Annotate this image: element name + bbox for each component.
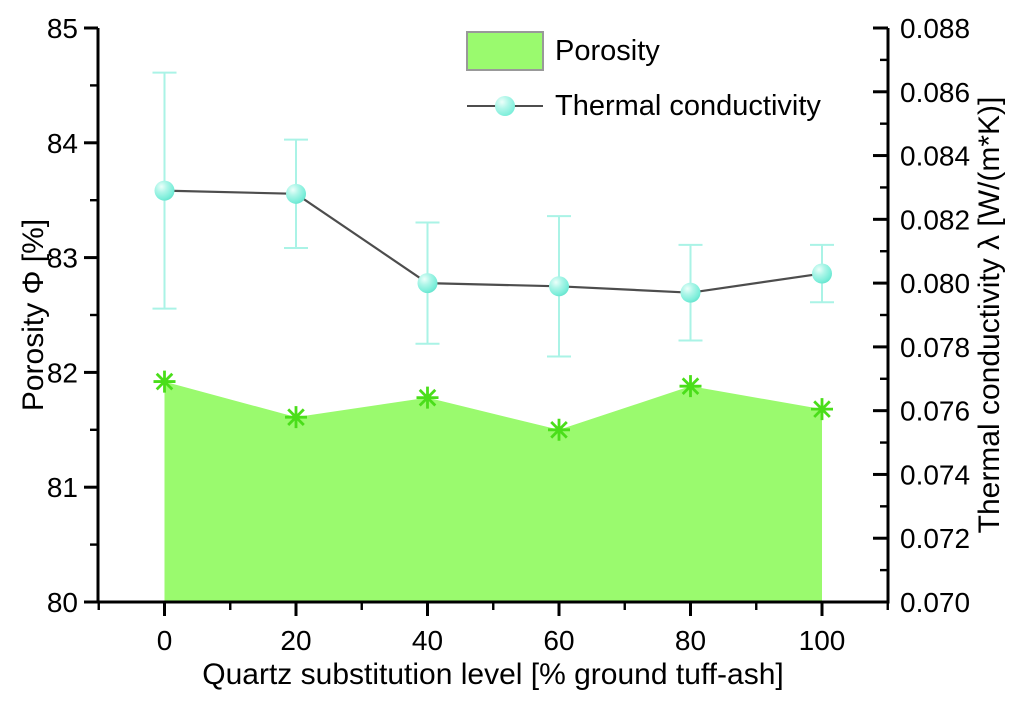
thermal-line-sphere-icon bbox=[465, 85, 545, 127]
thermal-sphere-marker bbox=[680, 282, 701, 303]
x-axis-tick-label: 80 bbox=[675, 625, 706, 656]
legend-label-porosity: Porosity bbox=[555, 34, 660, 67]
legend-item-porosity: Porosity bbox=[465, 30, 821, 72]
thermal-sphere-marker bbox=[549, 276, 569, 297]
porosity-asterisk-marker bbox=[416, 386, 439, 409]
right-axis-tick-label: 0.086 bbox=[900, 77, 970, 108]
right-axis-tick-label: 0.070 bbox=[900, 587, 970, 618]
porosity-area bbox=[164, 381, 822, 602]
right-axis-tick-label: 0.088 bbox=[900, 13, 970, 44]
right-axis-tick-label: 0.080 bbox=[900, 268, 970, 299]
right-axis-tick-label: 0.082 bbox=[900, 204, 970, 235]
left-axis-tick-label: 85 bbox=[47, 13, 78, 44]
x-axis-tick-label: 20 bbox=[280, 625, 311, 656]
left-axis-tick-label: 83 bbox=[47, 243, 78, 274]
porosity-asterisk-marker bbox=[679, 375, 702, 398]
x-axis-tick-label: 60 bbox=[543, 625, 574, 656]
thermal-sphere-marker bbox=[417, 273, 438, 294]
right-axis-tick-label: 0.072 bbox=[900, 523, 970, 554]
right-axis-tick-label: 0.074 bbox=[900, 459, 970, 490]
x-axis-tick-label: 100 bbox=[799, 625, 846, 656]
porosity-area-swatch-icon bbox=[465, 30, 545, 72]
thermal-sphere-marker bbox=[286, 183, 306, 204]
right-axis-tick-label: 0.076 bbox=[900, 396, 970, 427]
right-axis-tick-label: 0.078 bbox=[900, 332, 970, 363]
x-axis-tick-label: 40 bbox=[412, 625, 443, 656]
legend: Porosity Thermal conductivity bbox=[465, 30, 821, 140]
left-axis-tick-label: 80 bbox=[47, 587, 78, 618]
thermal-sphere-marker bbox=[154, 180, 175, 201]
thermal-sphere-marker bbox=[812, 263, 832, 284]
porosity-asterisk-marker bbox=[811, 398, 833, 421]
thermal-conductivity-line bbox=[164, 189, 823, 294]
left-axis-tick-label: 82 bbox=[47, 357, 78, 388]
left-axis-title: Porosity Φ [%] bbox=[17, 218, 50, 412]
porosity-asterisk-marker bbox=[285, 406, 307, 429]
right-axis-tick-label: 0.084 bbox=[900, 141, 970, 172]
right-axis-title: Thermal conductivity λ [W/(m*K)] bbox=[973, 96, 1006, 534]
porosity-asterisk-marker bbox=[153, 370, 176, 393]
legend-label-thermal-conductivity: Thermal conductivity bbox=[555, 89, 821, 122]
left-axis-tick-label: 81 bbox=[47, 472, 78, 503]
left-axis-tick-label: 84 bbox=[47, 128, 78, 159]
x-axis-title: Quartz substitution level [% ground tuff… bbox=[202, 658, 784, 691]
legend-item-thermal-conductivity: Thermal conductivity bbox=[465, 85, 821, 127]
x-axis-tick-label: 0 bbox=[157, 625, 173, 656]
porosity-asterisk-marker bbox=[548, 418, 570, 441]
